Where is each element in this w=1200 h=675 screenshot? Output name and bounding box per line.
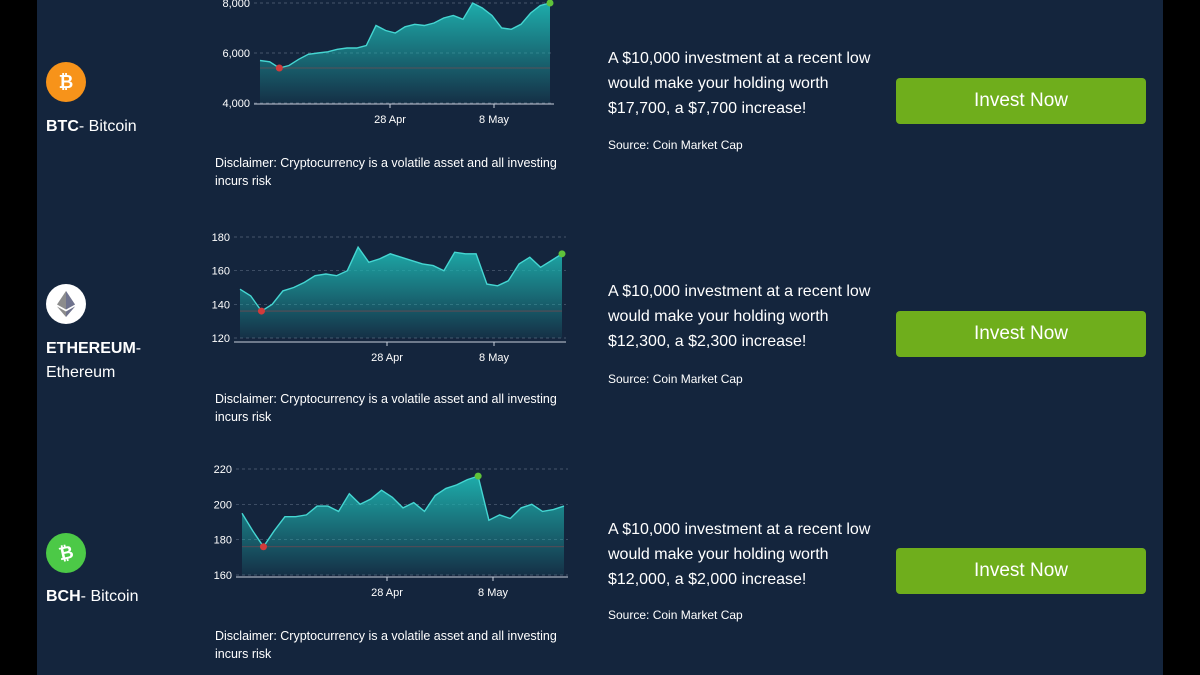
disclaimer: Disclaimer: Cryptocurrency is a volatile… [215,392,557,424]
y-tick-label: 200 [214,499,232,511]
y-tick-label: 160 [212,266,230,278]
x-tick-label: 8 May [478,587,508,599]
price-line [239,245,563,313]
chart-svg: 4,000 6,000 8,000 28 Apr 8 May [222,0,554,126]
price-area [260,3,550,103]
ethereum-icon [46,284,86,324]
high-point-marker [474,472,482,480]
y-tick-label: 8,000 [222,0,250,10]
bitcoin-cash-icon: ₿ [46,533,86,573]
source-note: Source: Coin Market Cap [608,608,743,622]
y-tick-label: 6,000 [222,48,250,60]
source-note: Source: Coin Market Cap [608,372,743,386]
low-point-marker [275,64,283,72]
invest-now-button[interactable]: Invest Now [896,78,1146,124]
investment-pitch: A $10,000 investment at a recent low wou… [608,50,871,117]
y-tick-label: 120 [212,333,230,345]
coin-name: ETHEREUM- Ethereum [46,337,196,385]
high-point-marker [546,0,554,7]
y-tick-label: 140 [212,299,230,311]
coin-name: BTC- Bitcoin [46,115,196,139]
low-point-marker [259,543,267,551]
chart-svg: 120 140 160 180 28 Apr 8 May [212,232,566,364]
price-area [242,476,564,575]
svg-text:₿: ₿ [59,72,74,93]
price-line [259,2,551,69]
x-tick-label: 28 Apr [371,587,403,599]
bitcoin-icon: ₿ [46,62,86,102]
x-tick-label: 28 Apr [371,352,403,364]
chart-svg: 160 180 200 220 28 Apr 8 May [214,464,568,599]
coin-row-eth: ETHEREUM- Ethereum 120 140 160 180 28 Apr 8 M… [37,0,1163,424]
invest-now-button[interactable]: Invest Now [896,311,1146,357]
coin-symbol: ETHEREUM [46,340,136,357]
invest-now-button[interactable]: Invest Now [896,548,1146,594]
coin-name: BCH- Bitcoin [46,585,196,609]
price-chart: 4,000 6,000 8,000 28 Apr 8 May [212,0,572,135]
svg-text:₿: ₿ [57,542,76,565]
y-tick-label: 160 [214,570,232,582]
coin-row-btc: ₿ BTC- Bitcoin 4,000 6,000 8,000 28 Apr 8 Ma… [37,0,1163,235]
y-tick-label: 180 [214,535,232,547]
price-line [241,475,565,548]
coin-full-name: - Bitcoin [80,588,139,605]
coin-row-bch: ₿ BCH- Bitcoin 160 180 200 220 28 Apr 8 May D… [37,0,1163,661]
y-tick-label: 180 [212,232,230,244]
coin-full-name: - Bitcoin [78,118,137,135]
y-tick-label: 220 [214,464,232,476]
investment-pitch: A $10,000 investment at a recent low wou… [608,521,871,588]
x-tick-label: 28 Apr [374,114,406,126]
disclaimer: Disclaimer: Cryptocurrency is a volatile… [215,629,557,661]
price-chart: 160 180 200 220 28 Apr 8 May [212,460,572,600]
investment-pitch: A $10,000 investment at a recent low wou… [608,283,871,350]
x-tick-label: 8 May [479,352,509,364]
coin-symbol: BTC [46,118,79,135]
high-point-marker [558,250,566,258]
low-point-marker [257,307,265,315]
disclaimer: Disclaimer: Cryptocurrency is a volatile… [215,156,557,188]
y-tick-label: 4,000 [222,98,250,110]
price-chart: 120 140 160 180 28 Apr 8 May [212,225,572,365]
x-tick-label: 8 May [479,114,509,126]
price-area [240,247,562,338]
source-note: Source: Coin Market Cap [608,138,743,152]
coin-full-name: - Ethereum [46,340,142,381]
coin-symbol: BCH [46,588,81,605]
crypto-offers-panel: ₿ BTC- Bitcoin 4,000 6,000 8,000 28 Apr 8 Ma… [37,0,1163,675]
